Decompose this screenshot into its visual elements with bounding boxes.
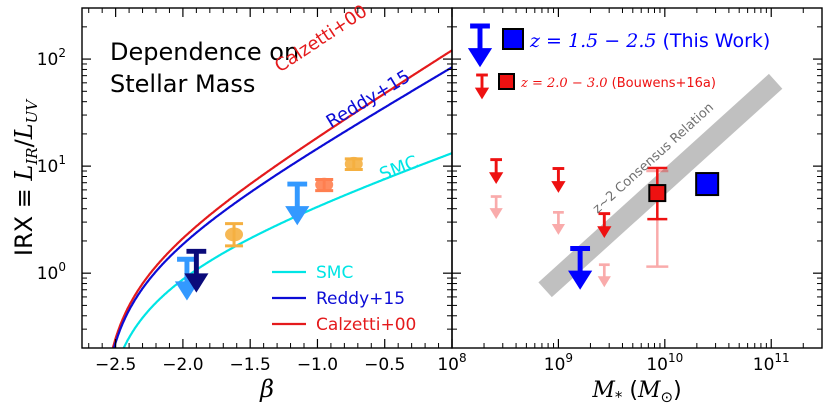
attenuation-curves	[111, 48, 452, 348]
bouwens-faded-upper-limit-0	[489, 195, 503, 220]
bouwens-faded-upper-limit-2-head	[597, 276, 611, 288]
left-upper-limit-2-head	[285, 206, 310, 226]
left-x-tick-label: −2.0	[162, 355, 203, 375]
curve-reddy-15	[112, 65, 452, 348]
legend-bouwens-arrow	[474, 73, 490, 100]
left-upper-limit-1-head	[184, 273, 209, 293]
left-upper-limit-2	[285, 181, 310, 226]
left-detection-2	[344, 156, 363, 171]
left-x-tick-label: −1.5	[230, 355, 271, 375]
left-title-line-2: Stellar Mass	[110, 70, 255, 98]
this-work-detection-0	[695, 172, 720, 197]
right-plot-area	[489, 73, 783, 298]
curve-label-reddy-15: Reddy+15	[323, 66, 415, 133]
right-x-tick-label: 1010	[646, 351, 683, 375]
right-x-tick-label: 109	[544, 351, 573, 375]
left-x-axis-label: β	[259, 375, 274, 403]
right-x-tick-label: 1011	[753, 351, 790, 375]
legend-bouwens-arrow-head	[474, 87, 490, 100]
left-axes: −2.5 −2.0 −1.5 −1.0 −0.5 100 101 102	[37, 7, 452, 375]
bouwens-upper-limit-2-head	[597, 226, 612, 238]
right-plot-frame	[451, 7, 823, 349]
left-x-tick-label: −1.0	[297, 355, 338, 375]
left-title-line-1: Dependence on	[110, 38, 299, 66]
left-y-tick-label: 101	[37, 153, 66, 177]
left-y-tick-label: 102	[37, 46, 66, 70]
right-data-points	[489, 158, 720, 290]
left-detection-1	[315, 177, 334, 192]
bouwens-upper-limit-2	[597, 212, 612, 238]
left-detection-0	[225, 227, 244, 242]
left-y-axis-label: IRX ≡ LIR/LUV	[10, 98, 41, 256]
curve-label-smc: SMC	[377, 152, 421, 186]
left-x-tick-label: −0.5	[364, 355, 405, 375]
right-x-axis-label: M* (M⊙)	[591, 378, 681, 406]
this-work-upper-limit-0	[568, 246, 593, 290]
bouwens-upper-limit-0	[489, 158, 504, 185]
right-panel-irx-vs-mass: 108 109 1010 1011 z = 1.5 − 2.5 (This Work)…	[437, 7, 823, 406]
curve-calzetti-00	[111, 48, 452, 348]
bouwens-faded-upper-limit-0-head	[489, 208, 503, 220]
right-x-tick-label: 108	[437, 351, 466, 375]
left-plot-area	[111, 48, 452, 348]
legend-label-reddy-15: Reddy+15	[316, 289, 405, 309]
bouwens-faded-upper-limit-2	[597, 263, 611, 288]
left-data-points	[174, 156, 363, 301]
bouwens-detection-0	[648, 184, 667, 203]
legend-this-work-arrow	[467, 23, 493, 68]
bouwens-upper-limit-1	[551, 167, 566, 193]
legend-bouwens-square	[498, 73, 515, 90]
legend-label-calzetti-00: Calzetti+00	[316, 315, 416, 335]
left-panel-irx-vs-beta: −2.5 −2.0 −1.5 −1.0 −0.5 100 101 102 Dependence…	[10, 1, 453, 403]
bouwens-upper-limit-0-head	[489, 172, 504, 185]
bouwens-faded-upper-limit-1	[551, 210, 566, 235]
left-x-tick-label: −2.5	[95, 355, 136, 375]
legend-bouwens-label: z = 2.0 − 3.0 (Bouwens+16a)	[520, 76, 716, 91]
left-upper-limit-1	[184, 248, 209, 293]
legend-this-work-label: z = 1.5 − 2.5 (This Work)	[529, 30, 770, 52]
left-y-tick-label: 100	[37, 260, 66, 284]
bouwens-upper-limit-1-head	[551, 181, 566, 193]
right-legend: z = 1.5 − 2.5 (This Work) z = 2.0 − 3.0 …	[467, 23, 770, 100]
legend-label-smc: SMC	[316, 263, 353, 283]
bouwens-faded-upper-limit-1-head	[551, 223, 566, 235]
left-legend: SMC Reddy+15 Calzetti+00	[272, 263, 416, 335]
right-axes: 108 109 1010 1011	[437, 7, 823, 375]
curve-smc	[122, 152, 452, 348]
legend-this-work-square	[502, 28, 524, 50]
this-work-upper-limit-0-head	[568, 270, 593, 290]
legend-this-work-arrow-head	[467, 48, 493, 68]
